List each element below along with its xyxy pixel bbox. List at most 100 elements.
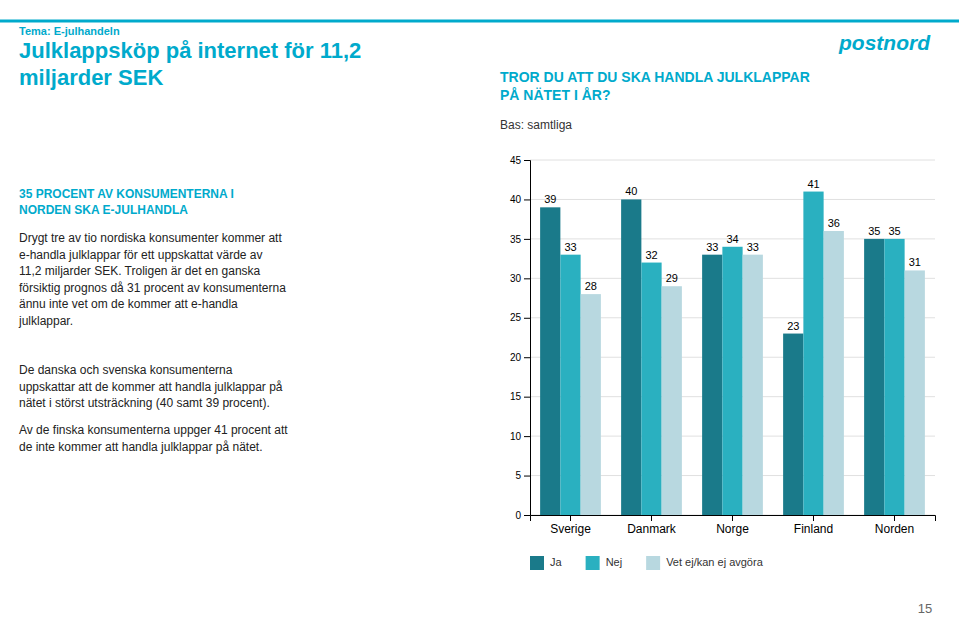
grid [530,160,935,515]
tick-mark [524,199,530,200]
tick-label: 15 [510,391,522,402]
legend: Ja Nej Vet ej/kan ej avgöra [530,556,764,570]
data-labels: 394033233533323441352829333631 [544,178,921,332]
bar [905,270,925,515]
tick-label: Sverige [550,522,591,536]
bar [743,255,763,515]
left-panel: Tema: E-julhandelnJulklappsköp på intern… [18,25,361,453]
bar [560,255,580,515]
tick-label: 10 [510,431,522,442]
data-label: 31 [909,256,921,268]
bars [540,192,925,515]
text-line: 35 PROCENT AV KONSUMENTERNA I [19,187,234,201]
tick-mark [524,515,530,516]
tick: Danmark [627,515,677,536]
data-label: 33 [747,241,759,253]
tick-label: 25 [510,312,522,323]
tick-mark [524,160,530,161]
text-line: Bas: samtliga [500,118,572,132]
data-label: 23 [787,320,799,332]
text-line: NORDEN SKA E-JULHANDLA [19,203,188,217]
body-text: De danska och svenska konsumenternauppsk… [19,363,283,410]
tick-label: Finland [794,522,833,536]
tick-label: 0 [515,510,521,521]
tick: 30 [510,273,530,284]
data-label: 35 [868,225,880,237]
bar [884,239,904,515]
text-line: PÅ NÄTET I ÅR? [500,87,610,103]
tema-label: Tema: E-julhandeln [19,25,120,37]
tick: 25 [510,312,530,323]
legend-swatch [530,556,544,570]
tick-mark [651,515,652,521]
tick-mark [524,357,530,358]
data-label: 40 [625,185,637,197]
tick: 20 [510,352,530,363]
bar [540,207,560,515]
page-number: 15 [918,601,932,616]
tick-mark [813,515,814,521]
x-axis: Sverige Danmark Norge Finland Norden [531,515,936,536]
data-label: 39 [544,193,556,205]
tick-label: 30 [510,273,522,284]
text-line: uppskattar att de kommer att handla julk… [19,379,283,393]
grid-line [530,199,935,200]
bar [662,286,682,515]
data-label: 41 [807,178,819,190]
tick-mark [524,239,530,240]
main-title: Julklappsköp på internet för 11,2miljard… [19,38,361,90]
tick: 40 [510,194,530,205]
tick: Norden [875,515,914,536]
tick: 5 [515,470,530,481]
data-label: 28 [585,280,597,292]
bar [803,192,823,515]
tick-label: 45 [510,155,522,166]
bar-series [581,231,925,515]
tick: Norge [716,515,749,536]
data-label: 33 [706,241,718,253]
tick-mark [524,278,530,279]
bar [641,263,661,515]
logo: postnord [838,31,931,54]
axis-line [524,161,531,516]
bar [824,231,844,515]
tick: Finland [794,515,833,536]
text-line: e-handla julklappar för ett uppskattat v… [19,247,262,261]
text-line: Julklappsköp på internet för 11,2 [19,38,361,63]
tick-label: 35 [510,234,522,245]
tick-label: Norden [875,522,914,536]
tick-label: 5 [515,470,521,481]
left-subtitle: 35 PROCENT AV KONSUMENTERNA I NORDEN SKA … [19,187,234,217]
data-label: 34 [726,233,738,245]
text-line: försiktig prognos då 31 procent av konsu… [19,280,286,294]
bar-series [560,192,904,515]
legend-label: Nej [606,556,623,568]
text-line: ännu inte vet om de kommer att e-handla [19,297,238,311]
legend-label: Ja [550,556,563,568]
text-line: Av de finska konsumenterna uppger 41 pro… [19,423,288,437]
tick-mark [524,318,530,319]
bar [621,199,641,515]
tick-mark [732,515,733,521]
data-label: 35 [888,225,900,237]
tick: 35 [510,234,530,245]
tick-label: Danmark [627,522,677,536]
bar [581,294,601,515]
data-label: 29 [666,272,678,284]
chart-title: TROR DU ATT DU SKA HANDLA JULKLAPPARPÅ N… [500,69,810,103]
text-line: de inte kommer att handla julklappar på … [19,439,262,453]
text-line: 11,2 miljarder SEK. Troligen är det en g… [19,264,261,278]
bar [722,247,742,515]
bar [702,255,722,515]
tick-label: 20 [510,352,522,363]
bar [864,239,884,515]
legend-swatch [646,556,660,570]
tick-mark [524,436,530,437]
tick: 0 [515,510,530,521]
tick-label: Norge [716,522,749,536]
chart-subtitle: Bas: samtliga [500,118,572,132]
text-line: Tema: E-julhandeln [19,25,120,37]
axis-line [531,516,936,522]
legend-label: Vet ej/kan ej avgöra [666,556,764,568]
chart: 3940332335333234413528293336310510152025… [510,155,936,536]
